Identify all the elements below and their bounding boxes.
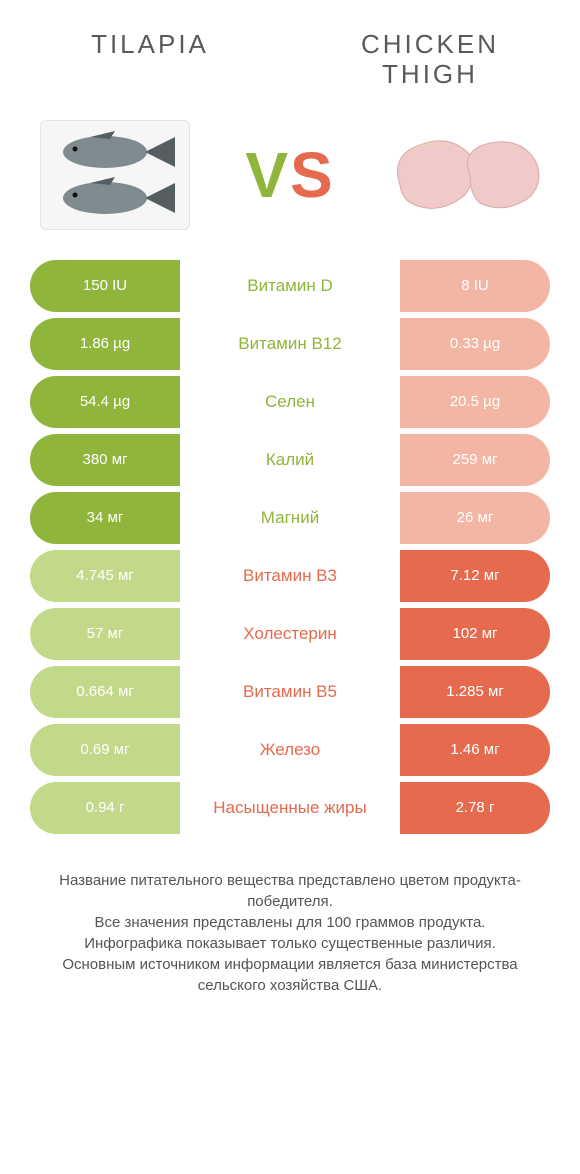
nutrient-label: Витамин B12 xyxy=(180,318,400,370)
footer-line: Основным источником информации является … xyxy=(40,954,540,996)
table-row: 0.664 мгВитамин B51.285 мг xyxy=(30,666,550,718)
table-row: 4.745 мгВитамин B37.12 мг xyxy=(30,550,550,602)
table-row: 57 мгХолестерин102 мг xyxy=(30,608,550,660)
comparison-table: 150 IUВитамин D8 IU 1.86 µgВитамин B120.3… xyxy=(0,260,580,834)
title-left: TILAPIA xyxy=(50,30,250,90)
meat-icon xyxy=(380,115,550,235)
table-row: 34 мгМагний26 мг xyxy=(30,492,550,544)
footer-line: Название питательного вещества представл… xyxy=(40,870,540,912)
image-tilapia xyxy=(30,110,200,240)
value-right: 1.46 мг xyxy=(400,724,550,776)
table-row: 150 IUВитамин D8 IU xyxy=(30,260,550,312)
value-right: 2.78 г xyxy=(400,782,550,834)
value-right: 0.33 µg xyxy=(400,318,550,370)
value-right: 102 мг xyxy=(400,608,550,660)
image-chicken-thigh xyxy=(380,110,550,240)
nutrient-label: Витамин B5 xyxy=(180,666,400,718)
fish-icon xyxy=(50,131,180,173)
value-right: 26 мг xyxy=(400,492,550,544)
value-right: 1.285 мг xyxy=(400,666,550,718)
nutrient-label: Насыщенные жиры xyxy=(180,782,400,834)
title-right: CHICKEN THIGH xyxy=(330,30,530,90)
value-right: 259 мг xyxy=(400,434,550,486)
table-row: 0.94 гНасыщенные жиры2.78 г xyxy=(30,782,550,834)
nutrient-label: Калий xyxy=(180,434,400,486)
value-left: 34 мг xyxy=(30,492,180,544)
nutrient-label: Витамин B3 xyxy=(180,550,400,602)
table-row: 0.69 мгЖелезо1.46 мг xyxy=(30,724,550,776)
value-right: 8 IU xyxy=(400,260,550,312)
table-row: 380 мгКалий259 мг xyxy=(30,434,550,486)
value-left: 54.4 µg xyxy=(30,376,180,428)
table-row: 54.4 µgСелен20.5 µg xyxy=(30,376,550,428)
value-right: 7.12 мг xyxy=(400,550,550,602)
nutrient-label: Железо xyxy=(180,724,400,776)
nutrient-label: Селен xyxy=(180,376,400,428)
value-left: 57 мг xyxy=(30,608,180,660)
value-left: 4.745 мг xyxy=(30,550,180,602)
value-left: 380 мг xyxy=(30,434,180,486)
nutrient-label: Холестерин xyxy=(180,608,400,660)
footer-line: Все значения представлены для 100 граммо… xyxy=(40,912,540,933)
value-left: 0.94 г xyxy=(30,782,180,834)
value-left: 150 IU xyxy=(30,260,180,312)
nutrient-label: Магний xyxy=(180,492,400,544)
value-left: 0.69 мг xyxy=(30,724,180,776)
footer-notes: Название питательного вещества представл… xyxy=(0,840,580,996)
value-right: 20.5 µg xyxy=(400,376,550,428)
nutrient-label: Витамин D xyxy=(180,260,400,312)
value-left: 0.664 мг xyxy=(30,666,180,718)
value-left: 1.86 µg xyxy=(30,318,180,370)
table-row: 1.86 µgВитамин B120.33 µg xyxy=(30,318,550,370)
fish-icon xyxy=(50,177,180,219)
footer-line: Инфографика показывает только существенн… xyxy=(40,933,540,954)
vs-label: VS xyxy=(245,138,334,212)
